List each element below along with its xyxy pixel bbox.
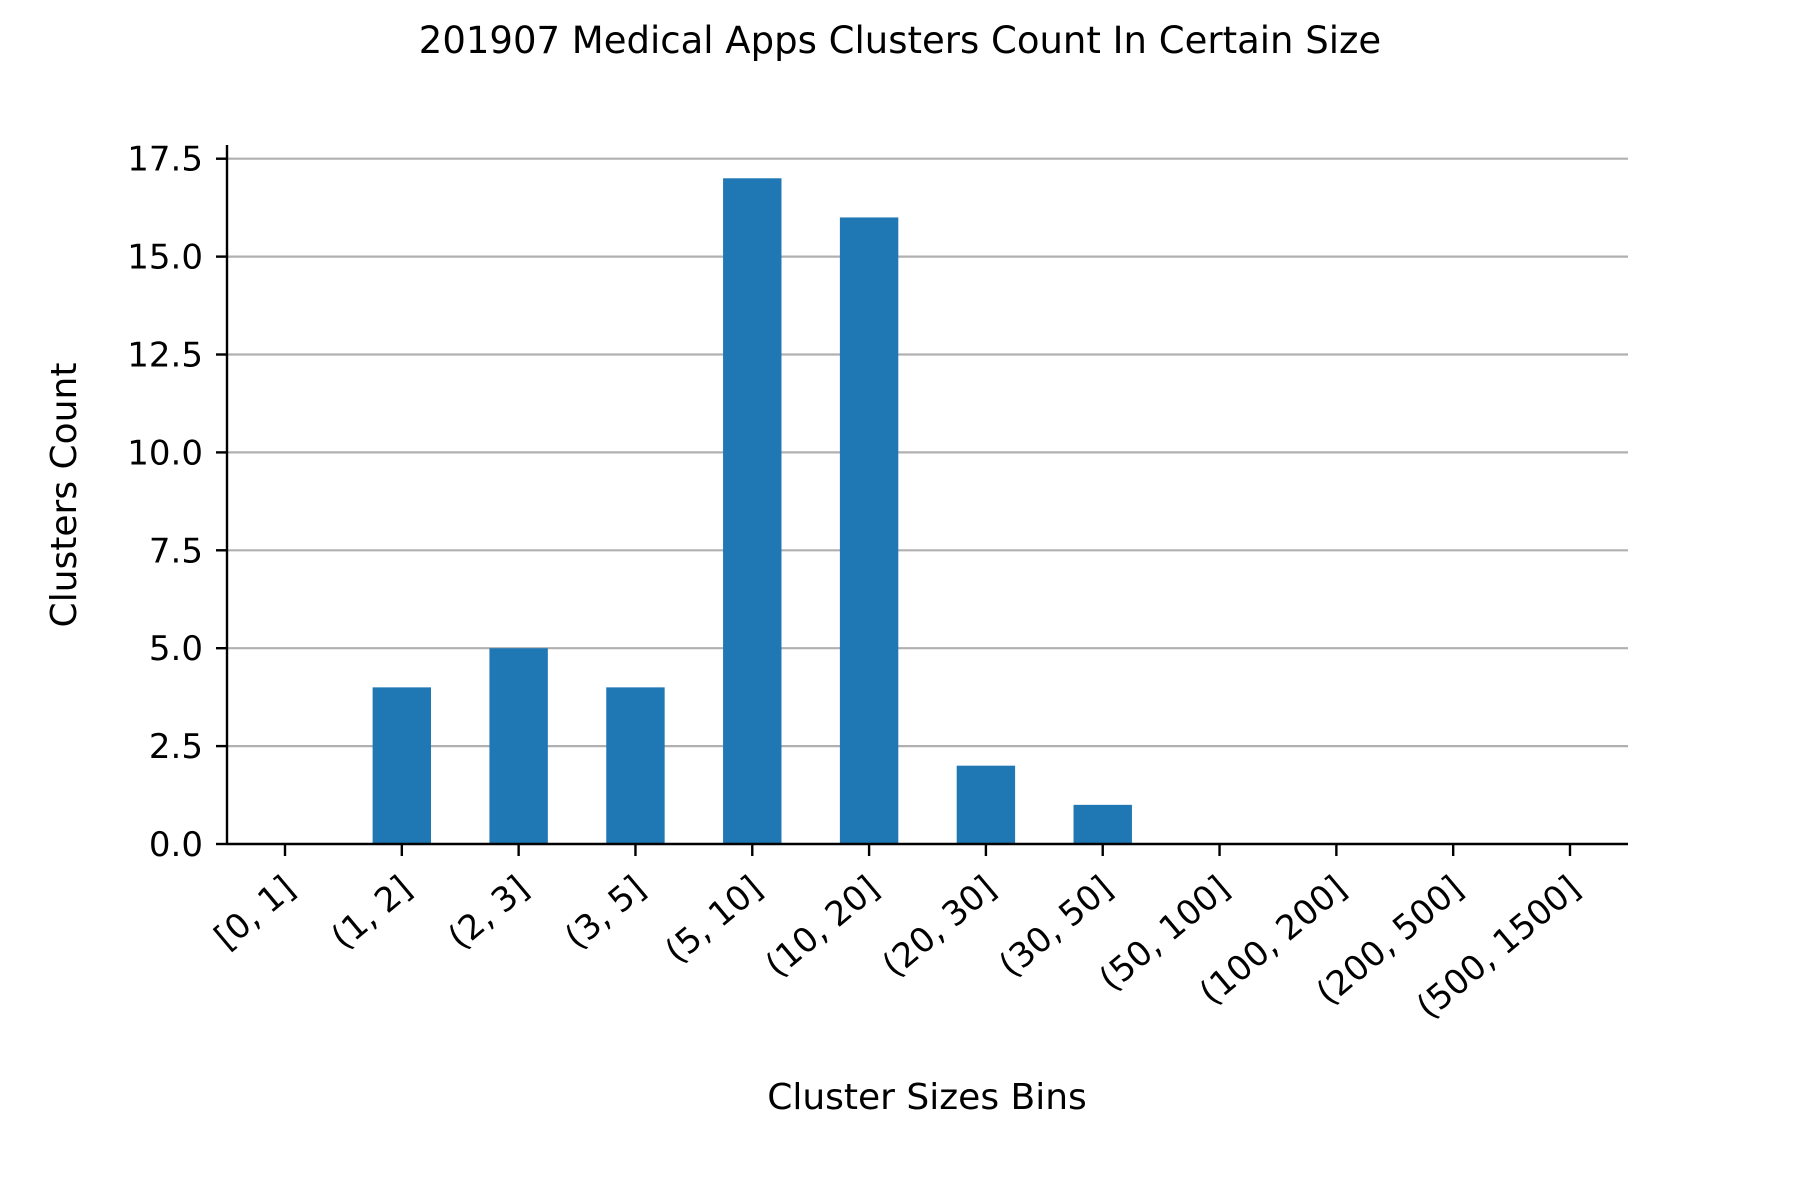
y-tick-label-5: 12.5 (127, 336, 203, 376)
x-ticks: [0, 1] (1, 2] (2, 3] (3, 5] (5, 10](10, 20](… (207, 844, 1588, 1027)
x-axis-title: Cluster Sizes Bins (767, 1077, 1087, 1118)
x-tick-label-4: (5, 10] (658, 868, 770, 971)
x-tick-label-3: (3, 5] (557, 868, 653, 957)
bars (372, 178, 1132, 845)
chart-title: 201907 Medical Apps Clusters Count In Ce… (419, 19, 1381, 62)
gridlines (227, 157, 1628, 748)
y-tick-label-0: 0.0 (149, 825, 203, 865)
y-tick-label-1: 2.5 (149, 727, 203, 767)
y-tick-label-6: 15.0 (127, 238, 203, 278)
y-axis-title: Clusters Count (44, 363, 85, 628)
y-tick-label-4: 10.0 (127, 433, 203, 473)
y-ticks: 0.0 2.5 5.0 7.5 10.0 12.5 15.0 17.5 (127, 140, 227, 865)
y-tick-label-2: 5.0 (149, 629, 203, 669)
bar-3 (606, 687, 665, 844)
axes (225, 145, 1628, 846)
bar-4 (723, 178, 782, 845)
x-tick-label-0: [0, 1] (207, 868, 303, 957)
y-tick-label-3: 7.5 (149, 531, 203, 571)
bar-1 (372, 687, 432, 844)
bar-6 (956, 765, 1016, 844)
bar-7 (1073, 804, 1132, 844)
x-tick-label-2: (2, 3] (441, 868, 537, 957)
y-tick-label-7: 17.5 (127, 140, 203, 180)
bar-2 (489, 648, 548, 844)
x-tick-label-5: (10, 20] (758, 868, 887, 985)
x-tick-label-6: (20, 30] (875, 868, 1004, 985)
bar-5 (839, 217, 899, 844)
x-tick-label-1: (1, 2] (324, 868, 420, 957)
